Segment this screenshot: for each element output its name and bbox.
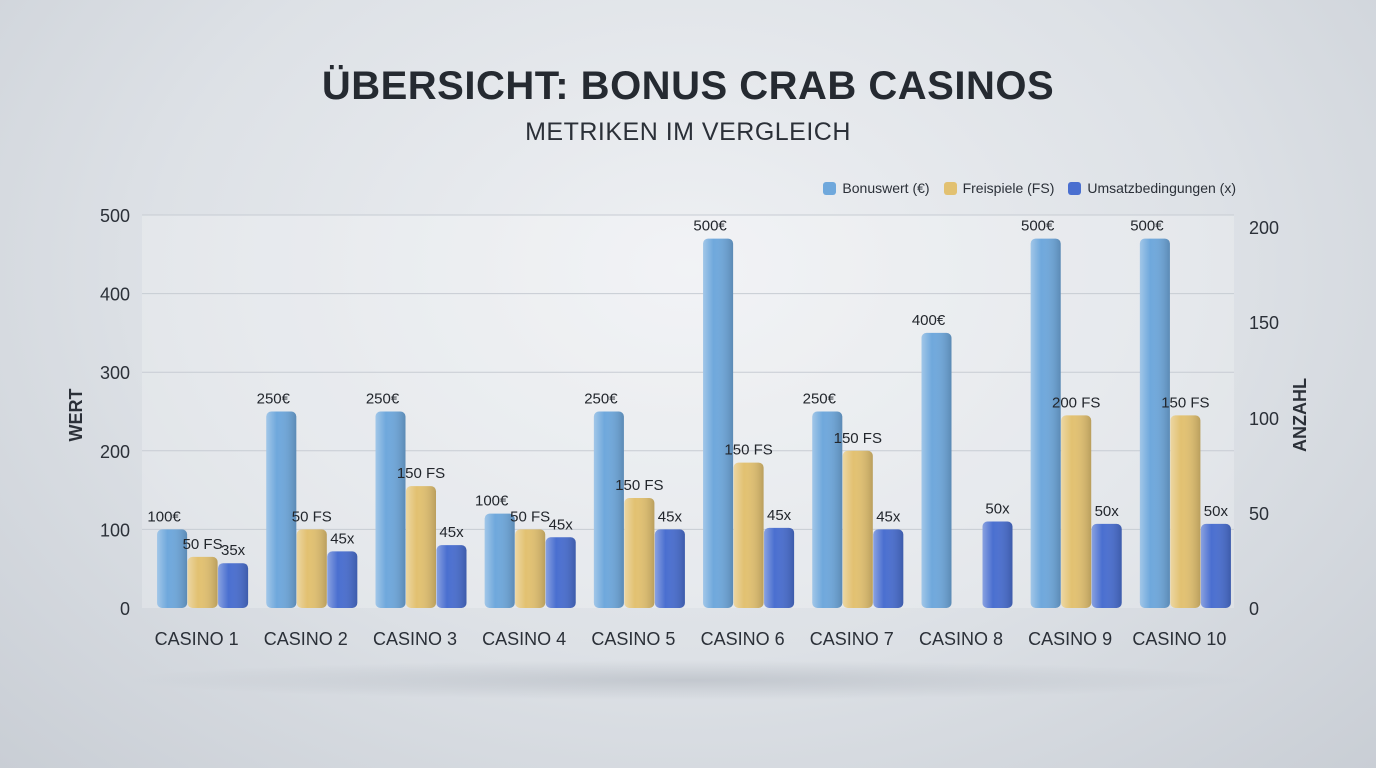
bar-shading <box>1200 523 1231 608</box>
data-label: 150 FS <box>724 442 772 459</box>
data-label: 45x <box>330 530 355 547</box>
bar-shading <box>515 529 546 608</box>
data-label: 150 FS <box>1161 394 1209 411</box>
data-label: 50 FS <box>292 508 332 525</box>
data-label: 200 FS <box>1052 394 1100 411</box>
legend-label-bonuswert: Bonuswert (€) <box>842 180 930 196</box>
data-label: 45x <box>767 507 792 524</box>
x-tick-label: CASINO 2 <box>264 629 348 649</box>
data-label: 250€ <box>803 391 837 408</box>
data-label: 150 FS <box>397 465 445 482</box>
legend-label-freispiele: Freispiele (FS) <box>962 180 1055 196</box>
y2-axis-title: ANZAHL <box>1290 378 1310 452</box>
bar-shading <box>654 529 685 608</box>
data-label: 45x <box>439 524 464 541</box>
data-label: 100€ <box>147 508 181 525</box>
data-label: 45x <box>876 508 901 525</box>
y2-tick-label: 0 <box>1249 599 1259 619</box>
bar-shading <box>921 332 952 608</box>
x-tick-label: CASINO 1 <box>155 629 239 649</box>
data-label: 150 FS <box>834 430 882 447</box>
data-label: 50x <box>1095 503 1120 520</box>
bar-shading <box>982 521 1013 608</box>
x-tick-label: CASINO 4 <box>482 629 566 649</box>
bar-shading <box>436 545 467 608</box>
y-tick-label: 300 <box>100 363 130 383</box>
legend-swatch-bonuswert <box>823 181 837 195</box>
bar-shading <box>187 556 218 608</box>
y2-tick-label: 200 <box>1249 218 1279 238</box>
data-label: 150 FS <box>615 477 663 494</box>
y2-tick-label: 150 <box>1249 313 1279 333</box>
y-tick-label: 500 <box>100 206 130 226</box>
bar-shading <box>1091 523 1122 608</box>
data-label: 50x <box>1204 503 1229 520</box>
data-label: 100€ <box>475 493 509 510</box>
bar-shading <box>266 411 297 608</box>
floor-shadow <box>120 660 1260 700</box>
data-label: 500€ <box>1130 218 1164 235</box>
legend-label-umsatz: Umsatzbedingungen (x) <box>1087 180 1236 196</box>
data-label: 50 FS <box>183 536 223 553</box>
data-label: 35x <box>221 542 246 559</box>
data-label: 50 FS <box>510 508 550 525</box>
data-label: 400€ <box>912 312 946 329</box>
bar-shading <box>545 537 576 608</box>
data-label: 45x <box>549 516 574 533</box>
legend-swatch-freispiele <box>943 181 957 195</box>
bar-shading <box>327 551 358 608</box>
x-tick-label: CASINO 5 <box>591 629 675 649</box>
x-tick-label: CASINO 9 <box>1028 629 1112 649</box>
y-axis-title: WERT <box>66 389 86 442</box>
y-tick-label: 400 <box>100 285 130 305</box>
bar-shading <box>296 529 327 608</box>
y-tick-label: 0 <box>120 599 130 619</box>
bar-shading <box>624 497 655 608</box>
chart-subtitle: METRIKEN IM VERGLEICH <box>525 118 851 146</box>
data-label: 50x <box>985 501 1010 518</box>
y2-tick-label: 100 <box>1249 409 1279 429</box>
x-tick-label: CASINO 10 <box>1132 629 1226 649</box>
bar-shading <box>764 527 795 608</box>
legend-swatch-umsatz <box>1068 181 1082 195</box>
x-tick-label: CASINO 3 <box>373 629 457 649</box>
bar-shading <box>218 563 249 608</box>
data-label: 45x <box>658 508 683 525</box>
bar-shading <box>842 450 873 608</box>
data-label: 250€ <box>366 391 400 408</box>
bar-shading <box>1139 238 1170 608</box>
chart-title: ÜBERSICHT: BONUS CRAB CASINOS <box>321 64 1055 108</box>
bar-shading <box>733 462 764 608</box>
y-tick-label: 100 <box>100 520 130 540</box>
data-label: 250€ <box>257 391 291 408</box>
legend-item-freispiele: Freispiele (FS) <box>943 180 1055 196</box>
bar-shading <box>593 411 624 608</box>
data-label: 500€ <box>693 218 727 235</box>
y2-tick-label: 50 <box>1249 504 1269 524</box>
y-tick-label: 200 <box>100 442 130 462</box>
bar-shading <box>873 529 904 608</box>
x-tick-label: CASINO 6 <box>701 629 785 649</box>
data-label: 500€ <box>1021 218 1055 235</box>
x-tick-label: CASINO 7 <box>810 629 894 649</box>
bar-shading <box>375 411 406 608</box>
bar-shading <box>406 486 436 608</box>
bar-shading <box>1170 415 1201 608</box>
bar-shading <box>484 513 515 608</box>
x-tick-label: CASINO 8 <box>919 629 1003 649</box>
bar-shading <box>703 238 734 608</box>
bar-shading <box>1030 238 1061 608</box>
bar-shading <box>1061 415 1092 608</box>
bar-shading <box>812 411 843 608</box>
legend-item-bonuswert: Bonuswert (€) <box>823 180 930 196</box>
legend-item-umsatz: Umsatzbedingungen (x) <box>1068 180 1236 196</box>
bar-shading <box>157 529 188 608</box>
data-label: 250€ <box>584 391 618 408</box>
chart-legend: Bonuswert (€) Freispiele (FS) Umsatzbedi… <box>823 180 1236 196</box>
